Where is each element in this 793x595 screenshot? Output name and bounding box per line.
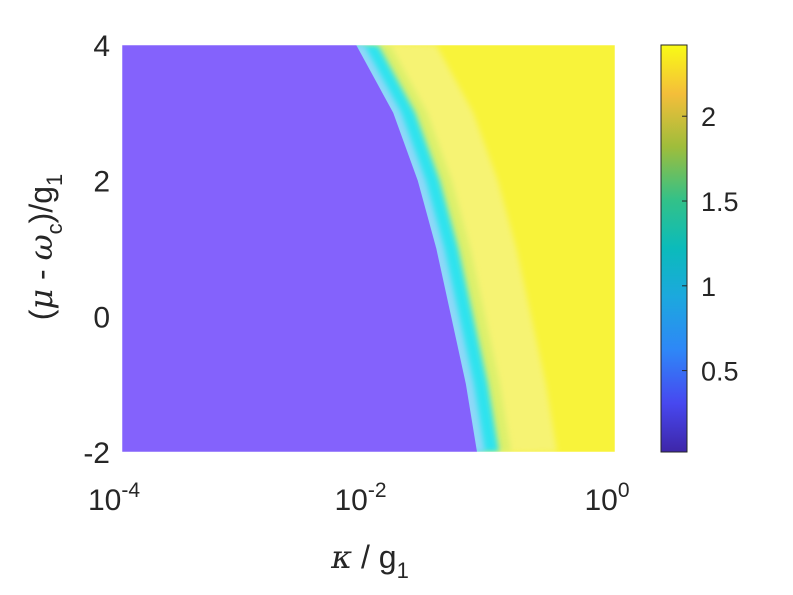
plot-frame: [121, 44, 616, 453]
region-low: [122, 45, 477, 452]
colorbar-tick-label-2: 1.5: [701, 187, 739, 217]
x-axis-label: κ / g1: [330, 538, 409, 583]
y-tick-label-1: 0: [93, 301, 110, 334]
colorbar-gradient: [661, 45, 687, 452]
x-tick-label-1: 10-2: [334, 479, 386, 517]
colorbar-tick-label-3: 2: [701, 102, 716, 132]
x-tick-label-2: 100: [584, 479, 629, 517]
y-tick-label-0: -2: [83, 437, 110, 470]
colorbar-tick-label-1: 1: [701, 272, 716, 302]
heatmap-area: [122, 45, 615, 452]
y-tick-label-3: 4: [93, 30, 110, 63]
colorbar-border: [660, 44, 688, 453]
colorbar-tick-label-0: 0.5: [701, 357, 739, 387]
x-axis-ticks: 10-4 10-2 100: [88, 479, 630, 517]
plot-border: [121, 44, 616, 453]
colorbar: 0.5 1 1.5 2: [660, 44, 739, 453]
y-axis-label: (μ - ωc)/g1: [22, 174, 67, 321]
y-tick-label-2: 2: [93, 166, 110, 199]
x-tick-label-0: 10-4: [88, 479, 140, 517]
y-axis-ticks: -2 0 2 4: [83, 30, 110, 470]
